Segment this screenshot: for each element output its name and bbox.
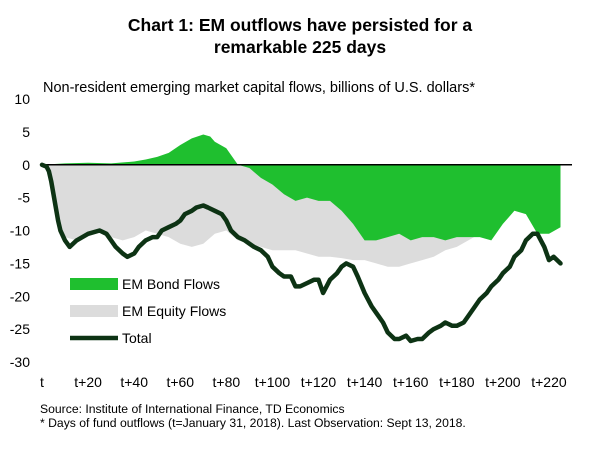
x-tick-label: t bbox=[40, 374, 44, 390]
y-axis: 10 5 0 -5 -10 -15 -20 -25 -30 bbox=[10, 91, 30, 370]
y-tick-label: -20 bbox=[10, 288, 30, 304]
y-tick-label: 0 bbox=[22, 157, 30, 173]
chart-source-notes: Source: Institute of International Finan… bbox=[40, 402, 466, 430]
y-tick-label: -5 bbox=[18, 190, 31, 206]
legend-label: EM Bond Flows bbox=[122, 276, 220, 292]
x-tick-label: t+180 bbox=[439, 374, 475, 390]
x-axis: t t+20 t+40 t+60 t+80 t+100 t+120 t+140 t+160 t+1… bbox=[40, 374, 567, 390]
legend-swatch-em-bond-flows bbox=[70, 278, 118, 290]
em-bond-flows-area bbox=[42, 134, 561, 241]
legend: EM Bond Flows EM Equity Flows Total bbox=[70, 276, 226, 346]
source-line: Source: Institute of International Finan… bbox=[40, 402, 345, 416]
y-tick-label: 5 bbox=[22, 124, 30, 140]
total-line-layer bbox=[39, 162, 563, 344]
x-tick-label: t+20 bbox=[74, 374, 102, 390]
y-tick-label: -15 bbox=[10, 255, 30, 271]
area-layer bbox=[42, 134, 561, 267]
x-tick-label: t+80 bbox=[213, 374, 241, 390]
x-tick-label: t+100 bbox=[255, 374, 291, 390]
chart-title-line-1: Chart 1: EM outflows have persisted for … bbox=[127, 15, 473, 35]
y-tick-label: -30 bbox=[10, 354, 30, 370]
x-tick-label: t+120 bbox=[301, 374, 337, 390]
x-tick-label: t+160 bbox=[393, 374, 429, 390]
chart-title-line-2: remarkable 225 days bbox=[213, 37, 387, 57]
total-line bbox=[39, 162, 563, 344]
chart-title: Chart 1: EM outflows have persisted for … bbox=[0, 14, 600, 58]
legend-label: EM Equity Flows bbox=[122, 303, 226, 319]
legend-label: Total bbox=[122, 330, 152, 346]
y-tick-label: -10 bbox=[10, 223, 30, 239]
x-tick-label: t+220 bbox=[531, 374, 567, 390]
x-tick-label: t+60 bbox=[166, 374, 194, 390]
legend-swatch-em-equity-flows bbox=[70, 305, 118, 317]
footnote-line: * Days of fund outflows (t=January 31, 2… bbox=[40, 416, 466, 430]
x-tick-label: t+200 bbox=[485, 374, 521, 390]
y-tick-label: 10 bbox=[14, 91, 30, 107]
x-tick-label: t+140 bbox=[347, 374, 383, 390]
x-tick-label: t+40 bbox=[120, 374, 148, 390]
y-tick-label: -25 bbox=[10, 321, 30, 337]
chart-subtitle: Non-resident emerging market capital flo… bbox=[43, 80, 475, 96]
